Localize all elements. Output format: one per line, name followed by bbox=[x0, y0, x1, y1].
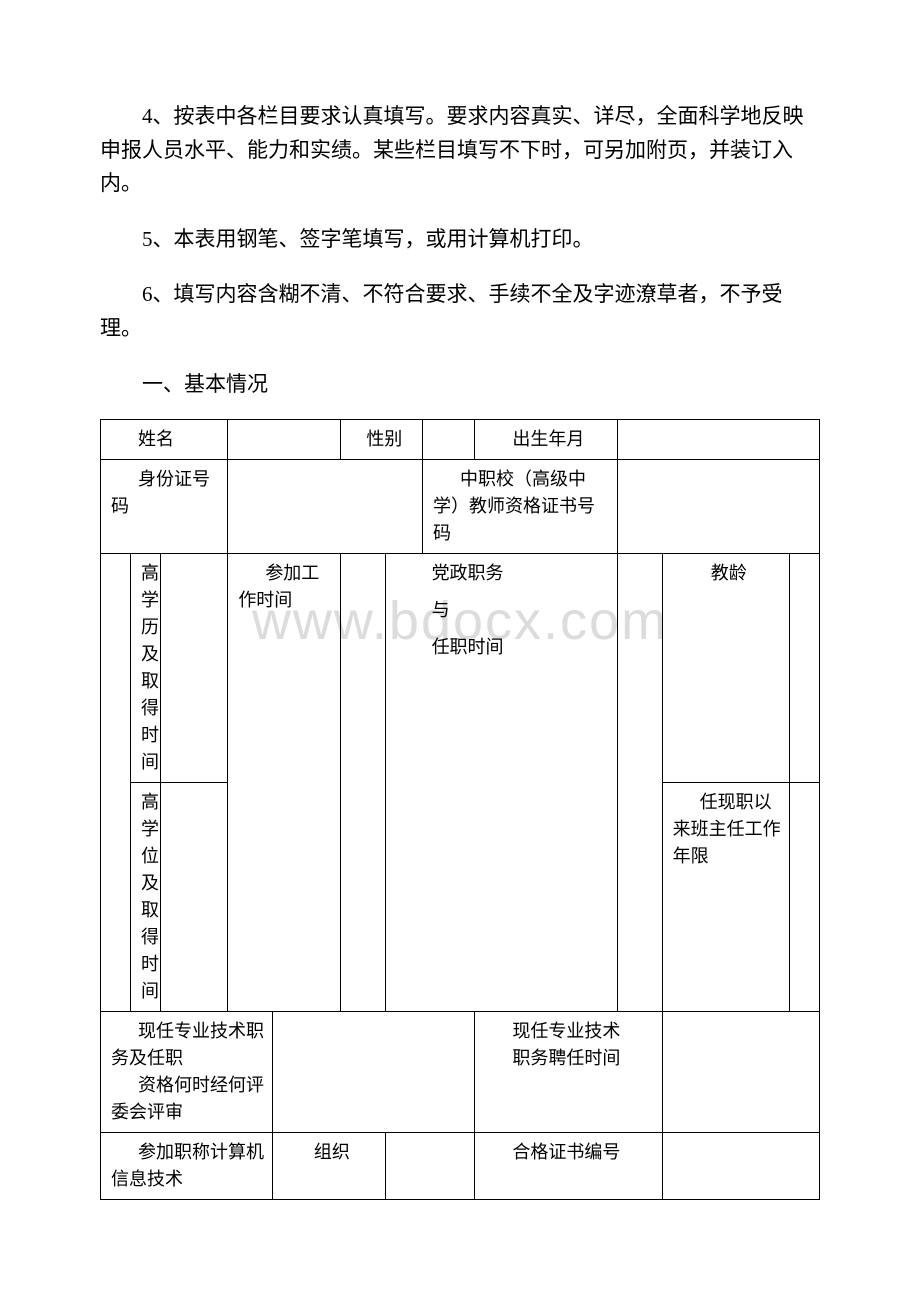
label-appoint-text1: 现任专业技术 bbox=[485, 1018, 657, 1045]
label-computer-exam-text: 参加职称计算机信息技术 bbox=[111, 1139, 268, 1193]
label-tenure-text: 任职时间 bbox=[432, 634, 613, 661]
instruction-paragraph-4: 4、按表中各栏目要求认真填写。要求内容真实、详尽，全面科学地反映申报人员水平、能… bbox=[100, 100, 820, 201]
label-highest-education: 高学历及取得时间 bbox=[130, 554, 160, 783]
field-cert-number bbox=[662, 1133, 819, 1200]
label-teaching-years: 教龄 bbox=[662, 554, 789, 783]
label-cert-number-text: 合格证书编号 bbox=[485, 1139, 657, 1166]
label-sex-text: 性别 bbox=[351, 426, 418, 453]
field-party-position bbox=[617, 554, 662, 1012]
field-classhead-years bbox=[789, 783, 819, 1012]
label-party-text: 党政职务 bbox=[432, 560, 613, 587]
label-computer-exam: 参加职称计算机信息技术 bbox=[101, 1133, 273, 1200]
field-highest-education bbox=[160, 554, 227, 783]
label-idno: 身份证号码 bbox=[101, 460, 228, 554]
label-sex: 性别 bbox=[340, 420, 422, 460]
label-birth-text: 出生年月 bbox=[485, 426, 612, 453]
label-organization: 组织 bbox=[273, 1133, 385, 1200]
label-teaching-years-text: 教龄 bbox=[673, 560, 785, 587]
label-name-text: 姓名 bbox=[111, 426, 223, 453]
label-birth: 出生年月 bbox=[475, 420, 617, 460]
label-idno-text: 身份证号码 bbox=[111, 466, 223, 520]
field-highest-degree bbox=[160, 783, 227, 1012]
field-teaching-years bbox=[789, 554, 819, 783]
label-current-position-text2: 资格何时经何评委会评审 bbox=[111, 1072, 268, 1126]
field-current-position bbox=[273, 1012, 475, 1133]
label-with-text: 与 bbox=[432, 597, 613, 624]
label-work-start-time: 参加工作时间 bbox=[228, 554, 340, 1012]
instruction-paragraph-5: 5、本表用钢笔、签字笔填写，或用计算机打印。 bbox=[100, 223, 820, 257]
field-sex bbox=[423, 420, 475, 460]
label-work-start-time-text: 参加工作时间 bbox=[238, 560, 335, 614]
section-title-basic-info: 一、基本情况 bbox=[100, 368, 820, 402]
label-highest-education-text: 高学历及取得时间 bbox=[141, 560, 159, 776]
label-teacher-cert-text: 中职校（高级中学）教师资格证书号码 bbox=[433, 466, 613, 547]
label-current-position-text1: 现任专业技术职务及任职 bbox=[111, 1018, 268, 1072]
label-name: 姓名 bbox=[101, 420, 228, 460]
label-highest-degree: 高学位及取得时间 bbox=[130, 783, 160, 1012]
field-birth bbox=[617, 420, 819, 460]
label-classhead-years: 任现职以来班主任工作年限 bbox=[662, 783, 789, 1012]
instruction-paragraph-6: 6、填写内容含糊不清、不符合要求、手续不全及字迹潦草者，不予受理。 bbox=[100, 278, 820, 345]
page-content: 4、按表中各栏目要求认真填写。要求内容真实、详尽，全面科学地反映申报人员水平、能… bbox=[100, 100, 820, 1200]
label-edu-group bbox=[101, 554, 131, 1012]
field-appoint-time bbox=[662, 1012, 819, 1133]
label-party-position: 党政职务 与 任职时间 bbox=[385, 554, 617, 1012]
label-current-position: 现任专业技术职务及任职 资格何时经何评委会评审 bbox=[101, 1012, 273, 1133]
field-work-start-time bbox=[340, 554, 385, 1012]
field-teacher-cert bbox=[617, 460, 819, 554]
label-classhead-years-text: 任现职以来班主任工作年限 bbox=[673, 789, 785, 870]
field-idno bbox=[228, 460, 423, 554]
label-appoint-text2: 职务聘任时间 bbox=[485, 1045, 657, 1072]
label-cert-number: 合格证书编号 bbox=[475, 1133, 662, 1200]
label-appoint-time: 现任专业技术 职务聘任时间 bbox=[475, 1012, 662, 1133]
label-organization-text: 组织 bbox=[283, 1139, 380, 1166]
basic-info-table: 姓名 性别 出生年月 身份证号码 中职校（高级中学）教师资格证书号码 高学历及取… bbox=[100, 419, 820, 1200]
label-teacher-cert: 中职校（高级中学）教师资格证书号码 bbox=[423, 460, 618, 554]
field-name bbox=[228, 420, 340, 460]
label-highest-degree-text: 高学位及取得时间 bbox=[141, 789, 159, 1005]
field-organization bbox=[385, 1133, 475, 1200]
